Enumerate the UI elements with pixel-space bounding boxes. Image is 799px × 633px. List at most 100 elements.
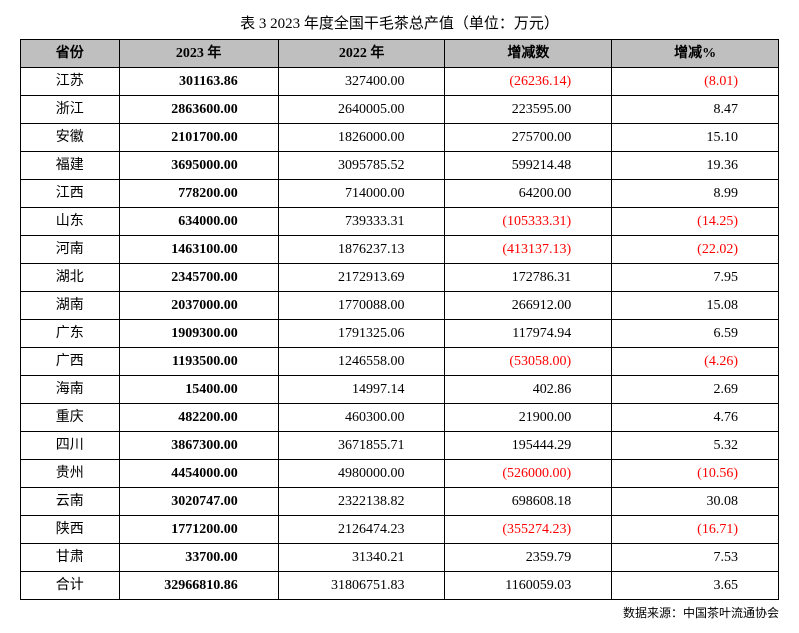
cell-pct: (4.26): [612, 348, 779, 376]
cell-2022: 3671855.71: [278, 432, 445, 460]
table-row: 甘肃33700.0031340.212359.797.53: [21, 544, 779, 572]
cell-pct: 7.95: [612, 264, 779, 292]
col-2023: 2023 年: [119, 40, 278, 68]
cell-province: 河南: [21, 236, 120, 264]
cell-2022: 1770088.00: [278, 292, 445, 320]
cell-2022: 31340.21: [278, 544, 445, 572]
table-row: 合计32966810.8631806751.831160059.033.65: [21, 572, 779, 600]
cell-pct: (14.25): [612, 208, 779, 236]
cell-delta: 172786.31: [445, 264, 612, 292]
col-province: 省份: [21, 40, 120, 68]
table-row: 重庆482200.00460300.0021900.004.76: [21, 404, 779, 432]
cell-pct: (10.56): [612, 460, 779, 488]
cell-pct: 3.65: [612, 572, 779, 600]
cell-pct: (22.02): [612, 236, 779, 264]
cell-2023: 3695000.00: [119, 152, 278, 180]
cell-2022: 1876237.13: [278, 236, 445, 264]
cell-2022: 2322138.82: [278, 488, 445, 516]
cell-province: 甘肃: [21, 544, 120, 572]
cell-2022: 31806751.83: [278, 572, 445, 600]
cell-2022: 4980000.00: [278, 460, 445, 488]
cell-2022: 2172913.69: [278, 264, 445, 292]
cell-2022: 1246558.00: [278, 348, 445, 376]
table-row: 山东634000.00739333.31(105333.31)(14.25): [21, 208, 779, 236]
cell-delta: 599214.48: [445, 152, 612, 180]
table-row: 云南3020747.002322138.82698608.1830.08: [21, 488, 779, 516]
cell-2022: 1791325.06: [278, 320, 445, 348]
cell-province: 陕西: [21, 516, 120, 544]
cell-2023: 1771200.00: [119, 516, 278, 544]
table-title: 表 3 2023 年度全国干毛茶总产值（单位：万元）: [20, 12, 779, 33]
cell-pct: 6.59: [612, 320, 779, 348]
cell-2023: 482200.00: [119, 404, 278, 432]
cell-2023: 778200.00: [119, 180, 278, 208]
table-row: 浙江2863600.002640005.00223595.008.47: [21, 96, 779, 124]
cell-2023: 1463100.00: [119, 236, 278, 264]
cell-province: 湖南: [21, 292, 120, 320]
cell-delta: 21900.00: [445, 404, 612, 432]
cell-2023: 634000.00: [119, 208, 278, 236]
cell-pct: 2.69: [612, 376, 779, 404]
table-row: 河南1463100.001876237.13(413137.13)(22.02): [21, 236, 779, 264]
table-header-row: 省份 2023 年 2022 年 增减数 增减%: [21, 40, 779, 68]
cell-pct: 15.10: [612, 124, 779, 152]
cell-pct: 4.76: [612, 404, 779, 432]
cell-delta: (413137.13): [445, 236, 612, 264]
cell-2022: 327400.00: [278, 68, 445, 96]
cell-2023: 33700.00: [119, 544, 278, 572]
table-row: 江苏301163.86327400.00(26236.14)(8.01): [21, 68, 779, 96]
cell-pct: 7.53: [612, 544, 779, 572]
cell-2023: 3867300.00: [119, 432, 278, 460]
col-delta: 增减数: [445, 40, 612, 68]
cell-pct: 15.08: [612, 292, 779, 320]
cell-delta: 698608.18: [445, 488, 612, 516]
cell-delta: 1160059.03: [445, 572, 612, 600]
cell-2022: 2126474.23: [278, 516, 445, 544]
table-row: 福建3695000.003095785.52599214.4819.36: [21, 152, 779, 180]
cell-province: 四川: [21, 432, 120, 460]
table-row: 贵州4454000.004980000.00(526000.00)(10.56): [21, 460, 779, 488]
cell-2022: 2640005.00: [278, 96, 445, 124]
cell-pct: 19.36: [612, 152, 779, 180]
cell-pct: 8.47: [612, 96, 779, 124]
cell-pct: 30.08: [612, 488, 779, 516]
cell-delta: (26236.14): [445, 68, 612, 96]
col-2022: 2022 年: [278, 40, 445, 68]
cell-2023: 2345700.00: [119, 264, 278, 292]
cell-2022: 460300.00: [278, 404, 445, 432]
table-row: 广东1909300.001791325.06117974.946.59: [21, 320, 779, 348]
cell-2023: 2037000.00: [119, 292, 278, 320]
cell-province: 湖北: [21, 264, 120, 292]
cell-delta: 195444.29: [445, 432, 612, 460]
cell-delta: (526000.00): [445, 460, 612, 488]
table-row: 海南15400.0014997.14402.862.69: [21, 376, 779, 404]
cell-delta: 275700.00: [445, 124, 612, 152]
cell-province: 江西: [21, 180, 120, 208]
cell-delta: 64200.00: [445, 180, 612, 208]
cell-2023: 15400.00: [119, 376, 278, 404]
tea-output-value-table: 省份 2023 年 2022 年 增减数 增减% 江苏301163.863274…: [20, 39, 779, 600]
cell-2023: 32966810.86: [119, 572, 278, 600]
cell-delta: 117974.94: [445, 320, 612, 348]
cell-pct: 5.32: [612, 432, 779, 460]
data-source: 数据来源：中国茶叶流通协会: [20, 604, 779, 621]
cell-province: 合计: [21, 572, 120, 600]
table-row: 四川3867300.003671855.71195444.295.32: [21, 432, 779, 460]
table-row: 湖南2037000.001770088.00266912.0015.08: [21, 292, 779, 320]
cell-delta: 402.86: [445, 376, 612, 404]
cell-2023: 1193500.00: [119, 348, 278, 376]
cell-2022: 14997.14: [278, 376, 445, 404]
cell-delta: (105333.31): [445, 208, 612, 236]
cell-pct: (16.71): [612, 516, 779, 544]
cell-delta: 266912.00: [445, 292, 612, 320]
cell-pct: (8.01): [612, 68, 779, 96]
cell-province: 浙江: [21, 96, 120, 124]
table-row: 江西778200.00714000.0064200.008.99: [21, 180, 779, 208]
cell-province: 云南: [21, 488, 120, 516]
cell-2022: 739333.31: [278, 208, 445, 236]
cell-2023: 1909300.00: [119, 320, 278, 348]
cell-province: 山东: [21, 208, 120, 236]
cell-pct: 8.99: [612, 180, 779, 208]
cell-2022: 3095785.52: [278, 152, 445, 180]
cell-2022: 1826000.00: [278, 124, 445, 152]
